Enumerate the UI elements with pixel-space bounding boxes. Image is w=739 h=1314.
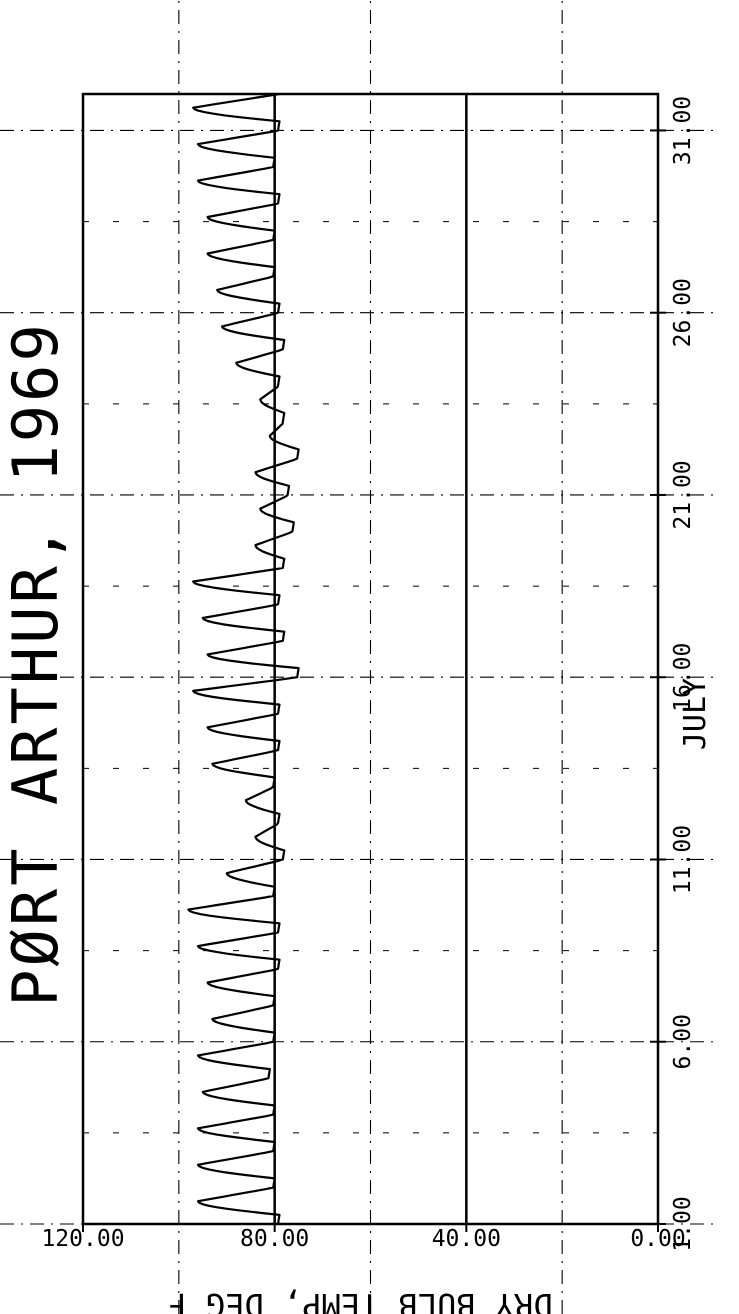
x-tick-labels: 1.00 6.00 11.00 16.00 21.00 26.00 31.00 [670, 96, 696, 1252]
y-tick-label: 40.00 [432, 1226, 501, 1252]
x-tick-label: 1.00 [670, 1196, 696, 1251]
y-axis-label: DRY BULB TEMP, DEG F [167, 1286, 552, 1314]
x-tick-label: 31.00 [670, 96, 696, 165]
x-tick-label: 16.00 [670, 643, 696, 712]
x-axis-label: JULY [678, 678, 713, 750]
y-tick-label: 120.00 [41, 1226, 124, 1252]
x-tick-label: 21.00 [670, 460, 696, 529]
x-tick-label: 11.00 [670, 825, 696, 894]
temperature-series-line [187, 92, 300, 1225]
y-tick-label: 0.00 [630, 1226, 685, 1252]
chart-title: PØRT ARTHUR, 1969 [0, 321, 72, 1007]
y-tick-label: 80.00 [240, 1226, 309, 1252]
x-tick-label: 26.00 [670, 278, 696, 347]
y-tick-labels: 0.00 40.00 80.00 120.00 [41, 1226, 685, 1252]
x-tick-label: 6.00 [670, 1014, 696, 1069]
grid-lines [0, 0, 720, 1314]
